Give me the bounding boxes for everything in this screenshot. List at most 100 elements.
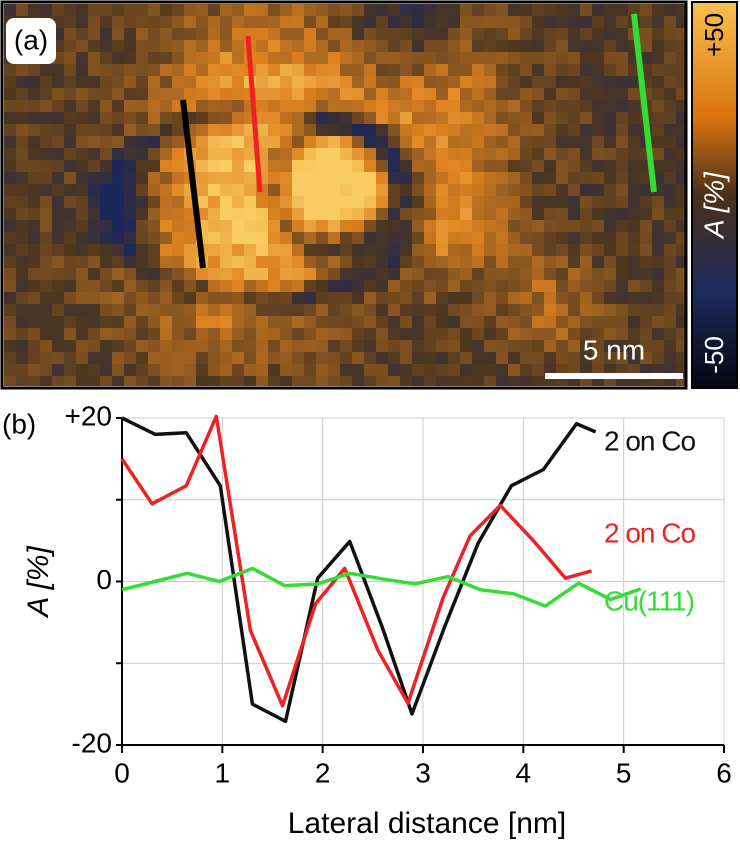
pixel (136, 304, 148, 316)
pixel (676, 16, 686, 28)
pixel (508, 376, 520, 386)
pixel (544, 88, 556, 100)
pixel (676, 76, 686, 88)
pixel (232, 160, 244, 172)
pixel (4, 88, 16, 100)
pixel (256, 124, 268, 136)
pixel (112, 136, 124, 148)
pixel (280, 4, 292, 16)
pixel (160, 100, 172, 112)
pixel (28, 352, 40, 364)
pixel (4, 208, 16, 220)
pixel (220, 184, 232, 196)
pixel (100, 220, 112, 232)
pixel (508, 184, 520, 196)
pixel (532, 352, 544, 364)
pixel (220, 28, 232, 40)
pixel (280, 184, 292, 196)
pixel (184, 64, 196, 76)
pixel (472, 40, 484, 52)
pixel (208, 256, 220, 268)
pixel (340, 376, 352, 386)
pixel (520, 328, 532, 340)
pixel (604, 340, 616, 352)
pixel (448, 352, 460, 364)
pixel (304, 112, 316, 124)
pixel (208, 40, 220, 52)
pixel (484, 352, 496, 364)
pixel (124, 160, 136, 172)
pixel (496, 52, 508, 64)
pixel (316, 268, 328, 280)
pixel (88, 64, 100, 76)
pixel (268, 208, 280, 220)
pixel (100, 244, 112, 256)
pixel (412, 376, 424, 386)
pixel (568, 256, 580, 268)
pixel (364, 256, 376, 268)
pixel (580, 352, 592, 364)
pixel (400, 88, 412, 100)
pixel (532, 256, 544, 268)
pixel (124, 52, 136, 64)
pixel (76, 4, 88, 16)
pixel (160, 304, 172, 316)
pixel (484, 16, 496, 28)
pixel (76, 52, 88, 64)
pixel (328, 52, 340, 64)
pixel (136, 256, 148, 268)
pixel (88, 364, 100, 376)
pixel (424, 148, 436, 160)
pixel (496, 220, 508, 232)
pixel (364, 136, 376, 148)
pixel (196, 112, 208, 124)
pixel (376, 76, 388, 88)
pixel (4, 340, 16, 352)
pixel (184, 28, 196, 40)
pixel (280, 196, 292, 208)
pixel (640, 244, 652, 256)
pixel (136, 184, 148, 196)
pixel (340, 304, 352, 316)
pixel (544, 256, 556, 268)
pixel (352, 88, 364, 100)
pixel (616, 268, 628, 280)
pixel (388, 280, 400, 292)
pixel (556, 268, 568, 280)
pixel (100, 364, 112, 376)
pixel (376, 352, 388, 364)
pixel (328, 364, 340, 376)
pixel (220, 292, 232, 304)
pixel (136, 88, 148, 100)
pixel (400, 4, 412, 16)
pixel (256, 244, 268, 256)
pixel (316, 40, 328, 52)
pixel (232, 352, 244, 364)
pixel (304, 28, 316, 40)
pixel (652, 208, 664, 220)
pixel (676, 280, 686, 292)
pixel (160, 148, 172, 160)
pixel (52, 316, 64, 328)
pixel (184, 4, 196, 16)
pixel (328, 148, 340, 160)
pixel (340, 76, 352, 88)
pixel (532, 316, 544, 328)
pixel (148, 76, 160, 88)
pixel (604, 40, 616, 52)
pixel (328, 4, 340, 16)
pixel (580, 376, 592, 386)
pixel (388, 184, 400, 196)
pixel (304, 76, 316, 88)
pixel (184, 352, 196, 364)
pixel (364, 28, 376, 40)
pixel (340, 148, 352, 160)
pixel (472, 112, 484, 124)
pixel (244, 220, 256, 232)
pixel (520, 352, 532, 364)
pixel (628, 256, 640, 268)
pixel (208, 232, 220, 244)
pixel (568, 268, 580, 280)
pixel (508, 16, 520, 28)
pixel (532, 268, 544, 280)
